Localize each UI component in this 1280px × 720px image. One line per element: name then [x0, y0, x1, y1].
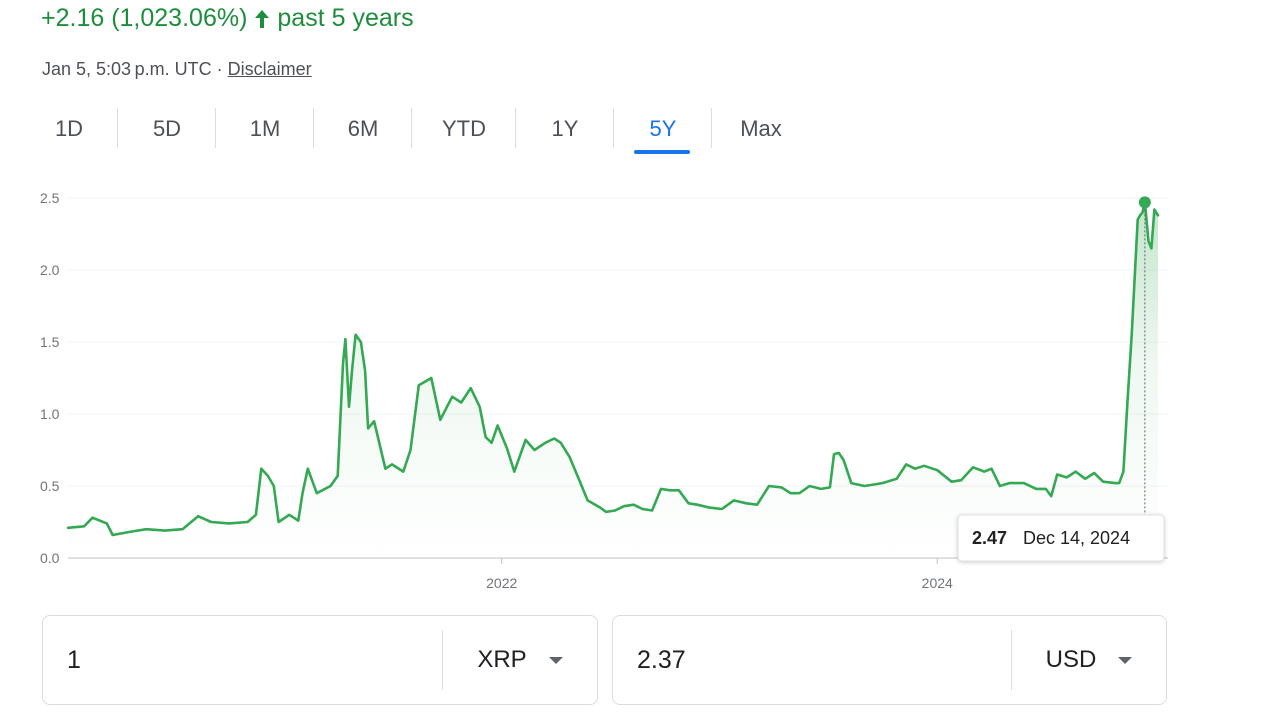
from-amount-input[interactable]: 1: [67, 645, 81, 674]
hover-dot: [1138, 196, 1151, 209]
disclaimer-link[interactable]: Disclaimer: [227, 59, 312, 79]
tab-max[interactable]: Max: [740, 116, 782, 141]
y-tick-label: 2.5: [40, 190, 60, 206]
caret-down-icon: [548, 656, 563, 664]
tab-5y-label: 5Y: [649, 116, 677, 141]
y-axis: 0.0 0.5 1.0 1.5 2.0 2.5: [40, 190, 60, 566]
tab-5y[interactable]: 5Y: [614, 106, 712, 154]
price-chart[interactable]: 0.0 0.5 1.0 1.5 2.0 2.5 2022 2024 2.47 Dec 14,…: [0, 170, 1280, 600]
arrow-up-icon: [255, 9, 270, 28]
converter-divider: [442, 630, 443, 690]
x-tick-label: 2022: [486, 575, 517, 591]
from-currency-select[interactable]: XRP: [443, 646, 597, 674]
caret-down-icon: [1118, 656, 1133, 664]
converter-divider: [1011, 630, 1012, 690]
x-tick-label: 2024: [922, 575, 953, 591]
tab-1m[interactable]: 1M: [216, 106, 314, 152]
chart-tooltip: 2.47 Dec 14, 2024: [957, 514, 1165, 562]
change-period: past 5 years: [277, 4, 414, 32]
price-area-fill: [68, 202, 1158, 559]
y-tick-label: 0.0: [40, 550, 60, 566]
y-tick-label: 1.5: [40, 334, 60, 350]
timestamp-row: Jan 5, 5:03 p.m. UTC · Disclaimer: [42, 59, 312, 80]
price-line: [66, 201, 1160, 537]
tooltip-value: 2.47: [972, 528, 1007, 548]
to-currency-select[interactable]: USD: [1012, 646, 1166, 674]
price-change: +2.16 (1,023.06%) past 5 years: [41, 4, 414, 33]
x-axis: 2022 2024: [486, 558, 953, 591]
y-tick-label: 1.0: [40, 406, 60, 422]
y-tick-label: 0.5: [40, 478, 60, 494]
tab-6m[interactable]: 6M: [314, 106, 412, 152]
y-tick-label: 2.0: [40, 262, 60, 278]
tooltip-date: Dec 14, 2024: [1023, 528, 1130, 548]
tab-active-indicator: [634, 150, 690, 154]
to-currency-label: USD: [1045, 646, 1097, 673]
converter-from: 1 XRP: [42, 615, 598, 705]
to-amount-input[interactable]: 2.37: [637, 645, 686, 674]
tab-1y[interactable]: 1Y: [516, 106, 614, 152]
tooltip-box: [957, 514, 1165, 562]
converter-to: 2.37 USD: [612, 615, 1167, 705]
tab-5d[interactable]: 5D: [118, 106, 216, 152]
range-tabs: 1D 5D 1M 6M YTD 1Y 5Y Max: [20, 106, 810, 154]
from-currency-label: XRP: [477, 646, 527, 673]
timestamp: Jan 5, 5:03 p.m. UTC ·: [42, 59, 228, 79]
change-amount: +2.16 (1,023.06%): [41, 4, 248, 32]
tab-ytd[interactable]: YTD: [412, 106, 516, 152]
tab-1d[interactable]: 1D: [20, 106, 118, 152]
